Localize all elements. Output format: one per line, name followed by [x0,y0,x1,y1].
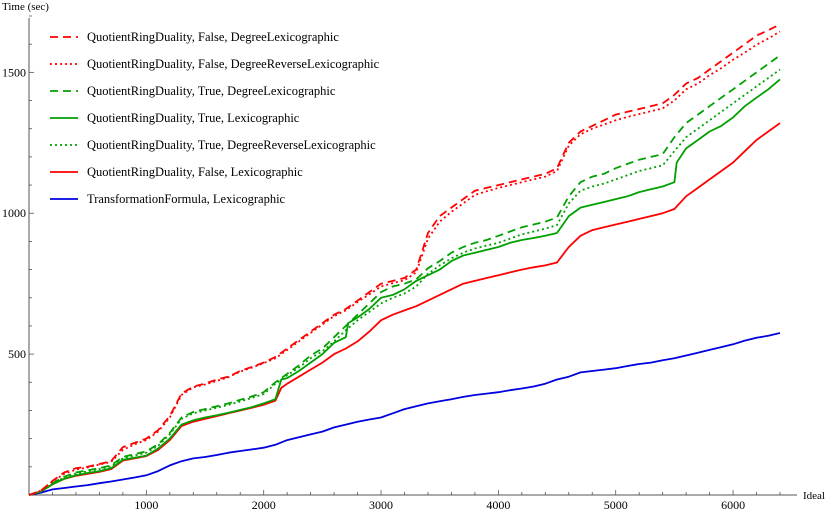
x-tick-label: 1000 [134,498,158,512]
axes: 1000 2000 3000 4000 5000 6000 500 1000 1500 [2,15,797,512]
legend: QuotientRingDuality, False, DegreeLexico… [50,30,380,206]
legend-label-4: QuotientRingDuality, True, Lexicographic [87,111,300,125]
legend-label-1: QuotientRingDuality, False, DegreeLexico… [87,30,339,44]
series-layer [28,23,781,496]
y-tick-label: 500 [8,347,26,361]
series-line-7 [28,332,781,496]
x-tick-label: 6000 [721,498,745,512]
x-axis-title: Ideal [803,490,825,502]
series-line-5 [28,68,781,496]
x-tick-label: 5000 [604,498,628,512]
series-line-1 [28,23,781,496]
y-axis-title: Time (sec) [2,1,49,13]
x-tick-label: 3000 [369,498,393,512]
series-line-2 [28,30,781,496]
legend-label-5: QuotientRingDuality, True, DegreeReverse… [87,138,376,152]
legend-label-3: QuotientRingDuality, True, DegreeLexicog… [87,84,336,98]
legend-label-2: QuotientRingDuality, False, DegreeRevers… [87,57,380,71]
legend-label-6: QuotientRingDuality, False, Lexicographi… [87,165,303,179]
y-tick-label: 1000 [2,206,26,220]
series-line-6 [28,122,781,496]
y-tick-label: 1500 [2,65,26,79]
series-line-4 [28,78,781,496]
series-line-3 [28,54,781,496]
legend-label-7: TransformationFormula, Lexicographic [87,192,286,206]
x-tick-label: 2000 [252,498,276,512]
x-tick-label: 4000 [486,498,510,512]
